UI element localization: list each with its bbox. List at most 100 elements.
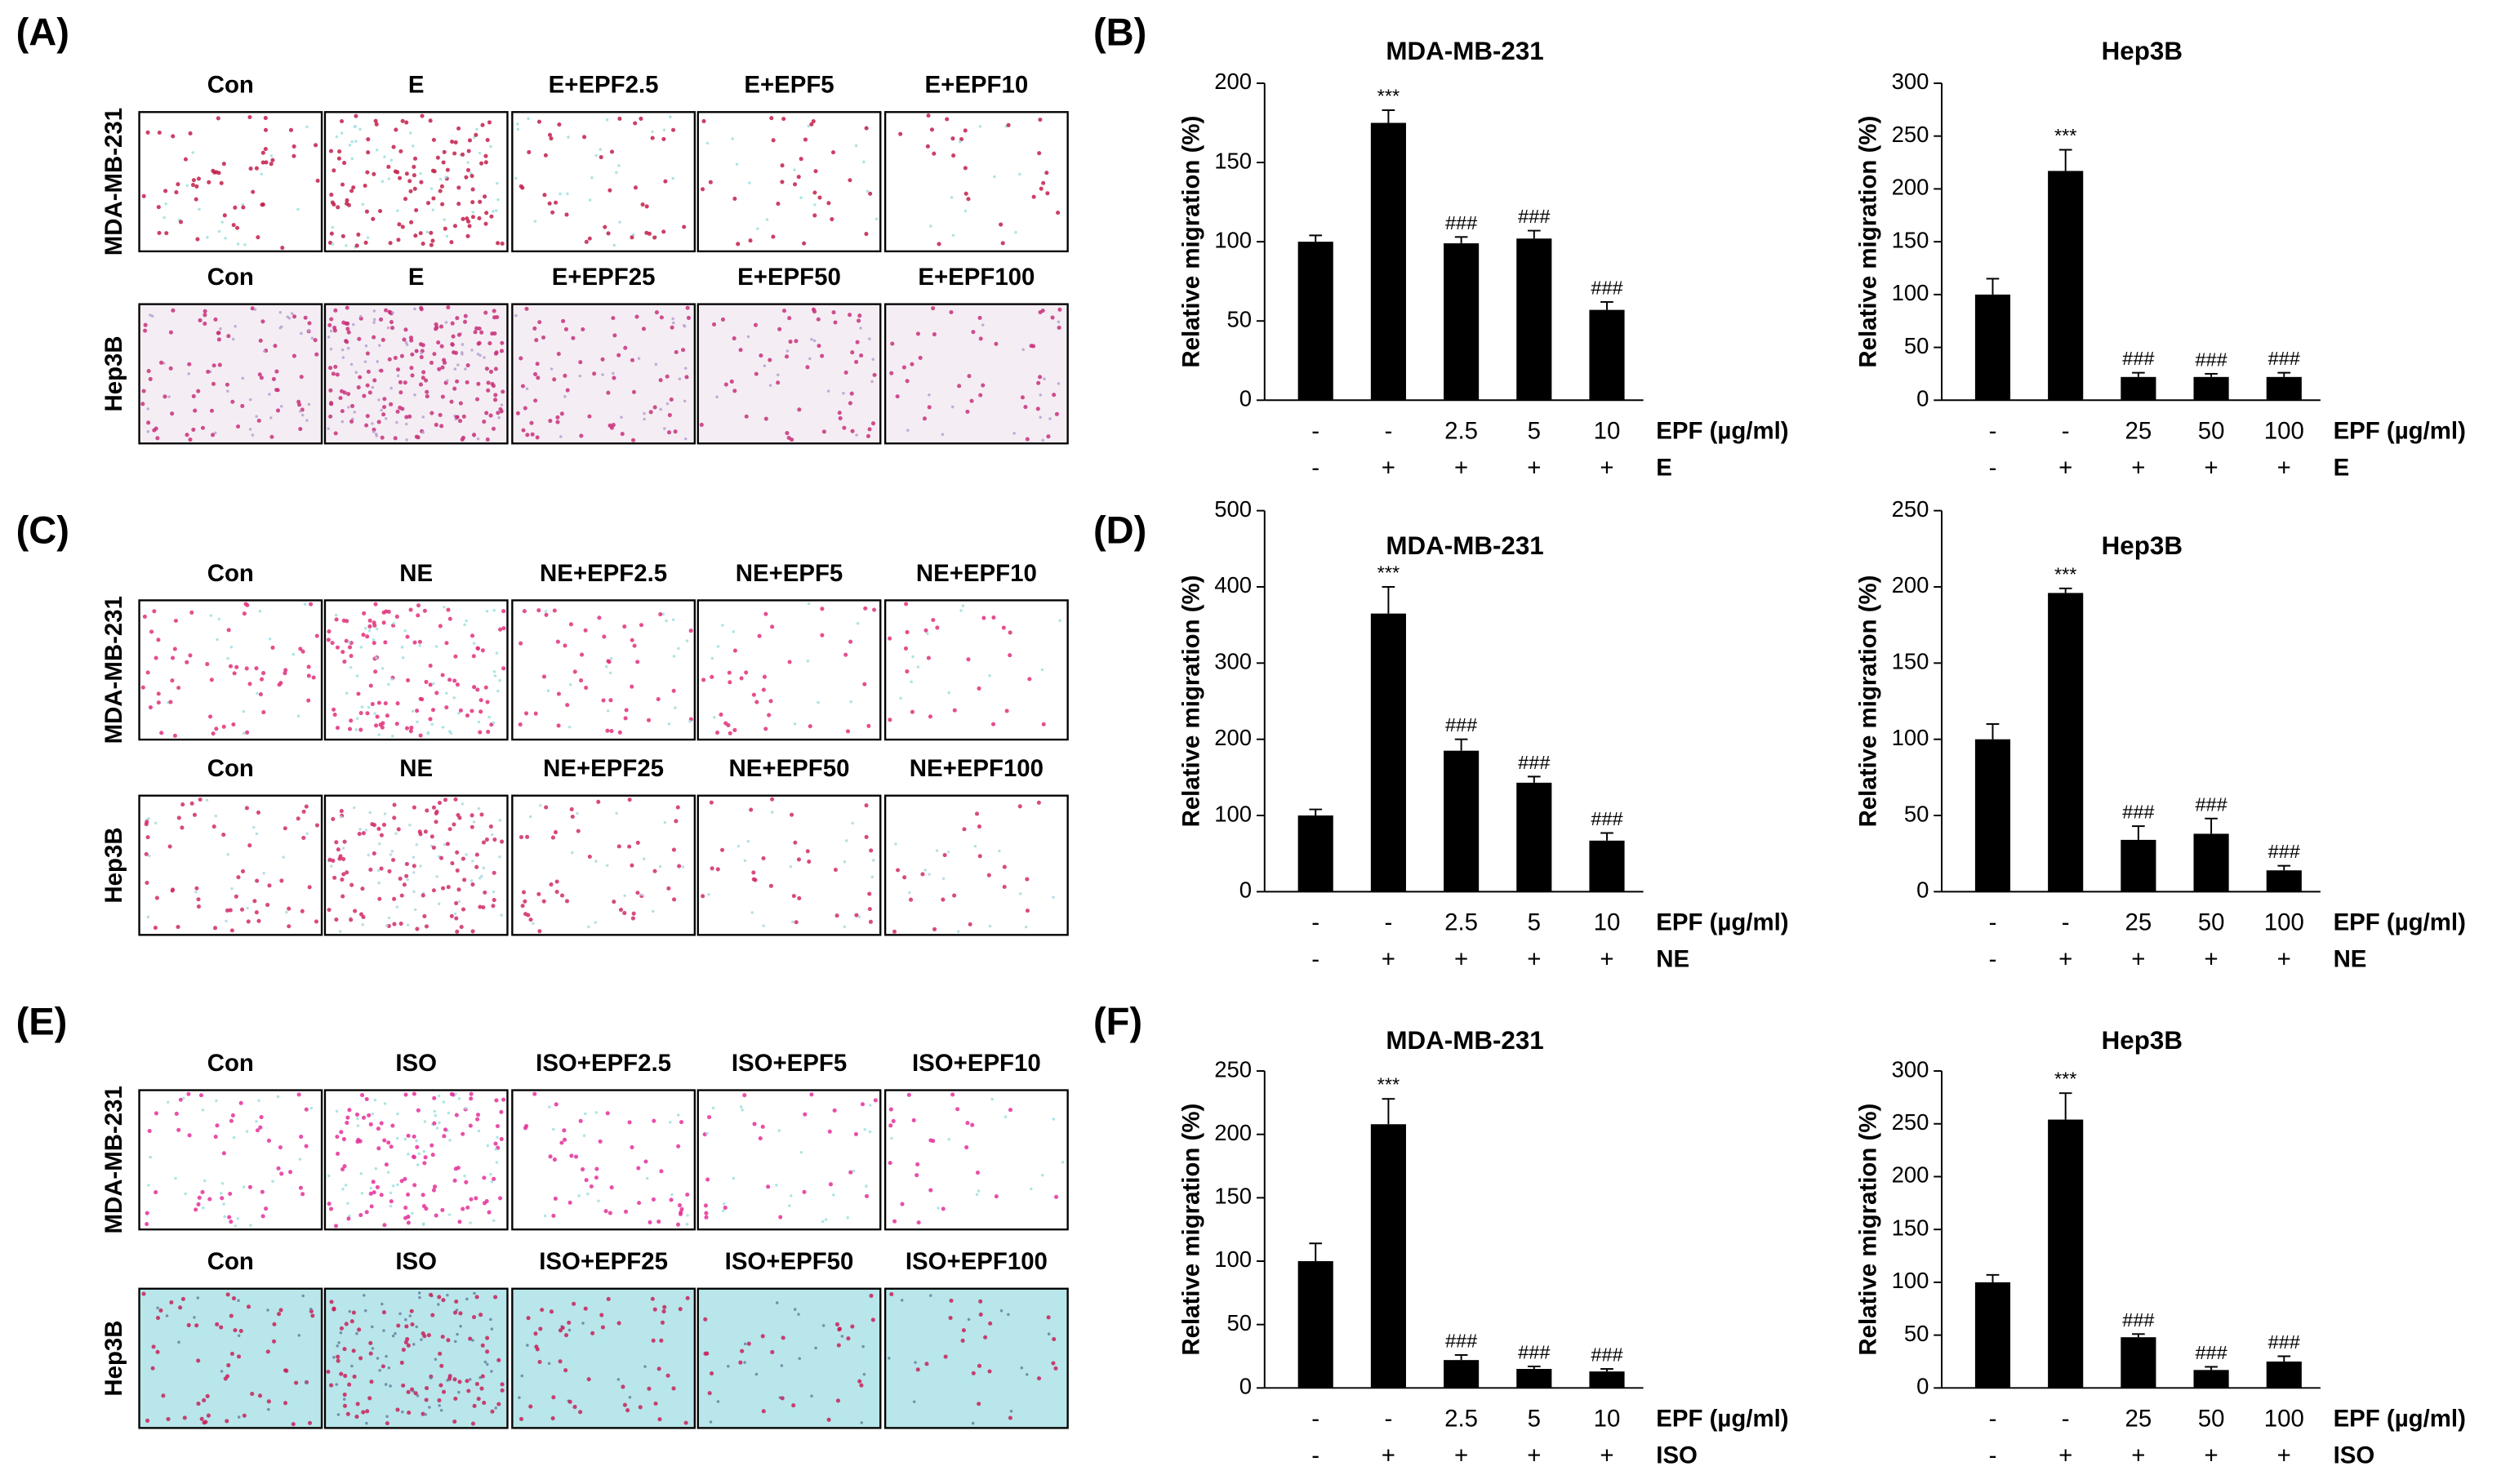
cell [908, 891, 911, 895]
cell [187, 1133, 192, 1138]
cell [596, 799, 601, 804]
cell [256, 810, 261, 815]
cell [685, 1192, 690, 1197]
cell [1040, 668, 1044, 672]
cell [489, 1172, 492, 1176]
cell [375, 714, 380, 719]
cell [926, 113, 931, 118]
cell [412, 1155, 416, 1160]
cell [484, 1198, 489, 1204]
cell [600, 1325, 605, 1330]
cell [384, 308, 389, 313]
cell [814, 1346, 817, 1350]
cell [607, 188, 612, 193]
cell [470, 174, 474, 179]
cell [372, 620, 376, 625]
cell [492, 670, 496, 673]
cell [624, 708, 629, 713]
cell [366, 150, 371, 155]
cell [518, 356, 523, 361]
cell [1044, 171, 1049, 176]
cell [748, 181, 751, 184]
cell [415, 1139, 418, 1143]
cell [269, 154, 274, 158]
cell [419, 307, 424, 312]
cell [416, 1163, 420, 1166]
cell [490, 1327, 494, 1331]
cell [552, 1157, 557, 1162]
cell [429, 187, 434, 190]
x-row-value: 100 [2264, 909, 2304, 935]
cell [476, 1397, 481, 1402]
cell [967, 374, 972, 379]
cell [336, 847, 340, 852]
cell [458, 1311, 463, 1316]
cell [487, 715, 492, 719]
cell [426, 1333, 431, 1338]
cell [345, 305, 349, 310]
cell [456, 887, 461, 892]
cell [533, 398, 538, 403]
y-tick-label: 100 [1892, 1268, 1929, 1293]
cell [483, 153, 488, 158]
cell [368, 1122, 373, 1126]
cell [257, 1099, 260, 1103]
cell [387, 916, 391, 920]
cell [367, 629, 372, 633]
cell [579, 433, 584, 438]
cell [461, 343, 465, 346]
y-tick-label: 400 [1214, 572, 1252, 598]
x-row-value: - [1989, 454, 1997, 481]
cell [327, 322, 332, 327]
cell [854, 359, 859, 364]
cell [229, 1351, 234, 1357]
cell [146, 368, 151, 374]
y-axis-label: Relative migration (%) [1177, 116, 1204, 368]
x-row-value: 2.5 [1444, 909, 1478, 935]
cell [564, 899, 570, 904]
cell [314, 633, 319, 638]
cell [809, 1092, 814, 1097]
cell [271, 1339, 277, 1344]
cell [328, 366, 333, 371]
cell [332, 707, 336, 712]
y-tick-label: 200 [1214, 69, 1252, 94]
x-row-value: - [1989, 1442, 1997, 1468]
cell [237, 1299, 240, 1303]
cell [246, 919, 251, 924]
cell [794, 339, 799, 344]
cell [915, 1173, 919, 1178]
cell [532, 326, 537, 331]
cell [347, 726, 353, 731]
bar [1370, 122, 1406, 401]
cell [905, 379, 910, 384]
x-row-value: + [1454, 1442, 1468, 1468]
cell [867, 427, 872, 432]
cell [389, 386, 393, 390]
cell [762, 924, 765, 928]
cell [555, 415, 560, 420]
cell [581, 327, 585, 332]
cell [298, 1157, 302, 1161]
cell [850, 1324, 855, 1329]
cell [887, 1357, 891, 1360]
cell [483, 890, 487, 895]
cell [482, 419, 487, 424]
cell [338, 930, 342, 933]
cell [565, 388, 570, 393]
cell [412, 855, 416, 859]
cell [279, 404, 283, 408]
cell [866, 189, 870, 193]
cell [464, 1107, 467, 1110]
cell [195, 237, 200, 242]
bar [1589, 840, 1625, 892]
cell [265, 902, 270, 908]
cell [300, 649, 305, 654]
cell [300, 909, 305, 913]
cell [399, 1179, 404, 1184]
cell [1017, 804, 1022, 809]
cell [1038, 375, 1043, 380]
cell [569, 806, 574, 811]
cell [756, 227, 759, 231]
cell [658, 378, 663, 383]
